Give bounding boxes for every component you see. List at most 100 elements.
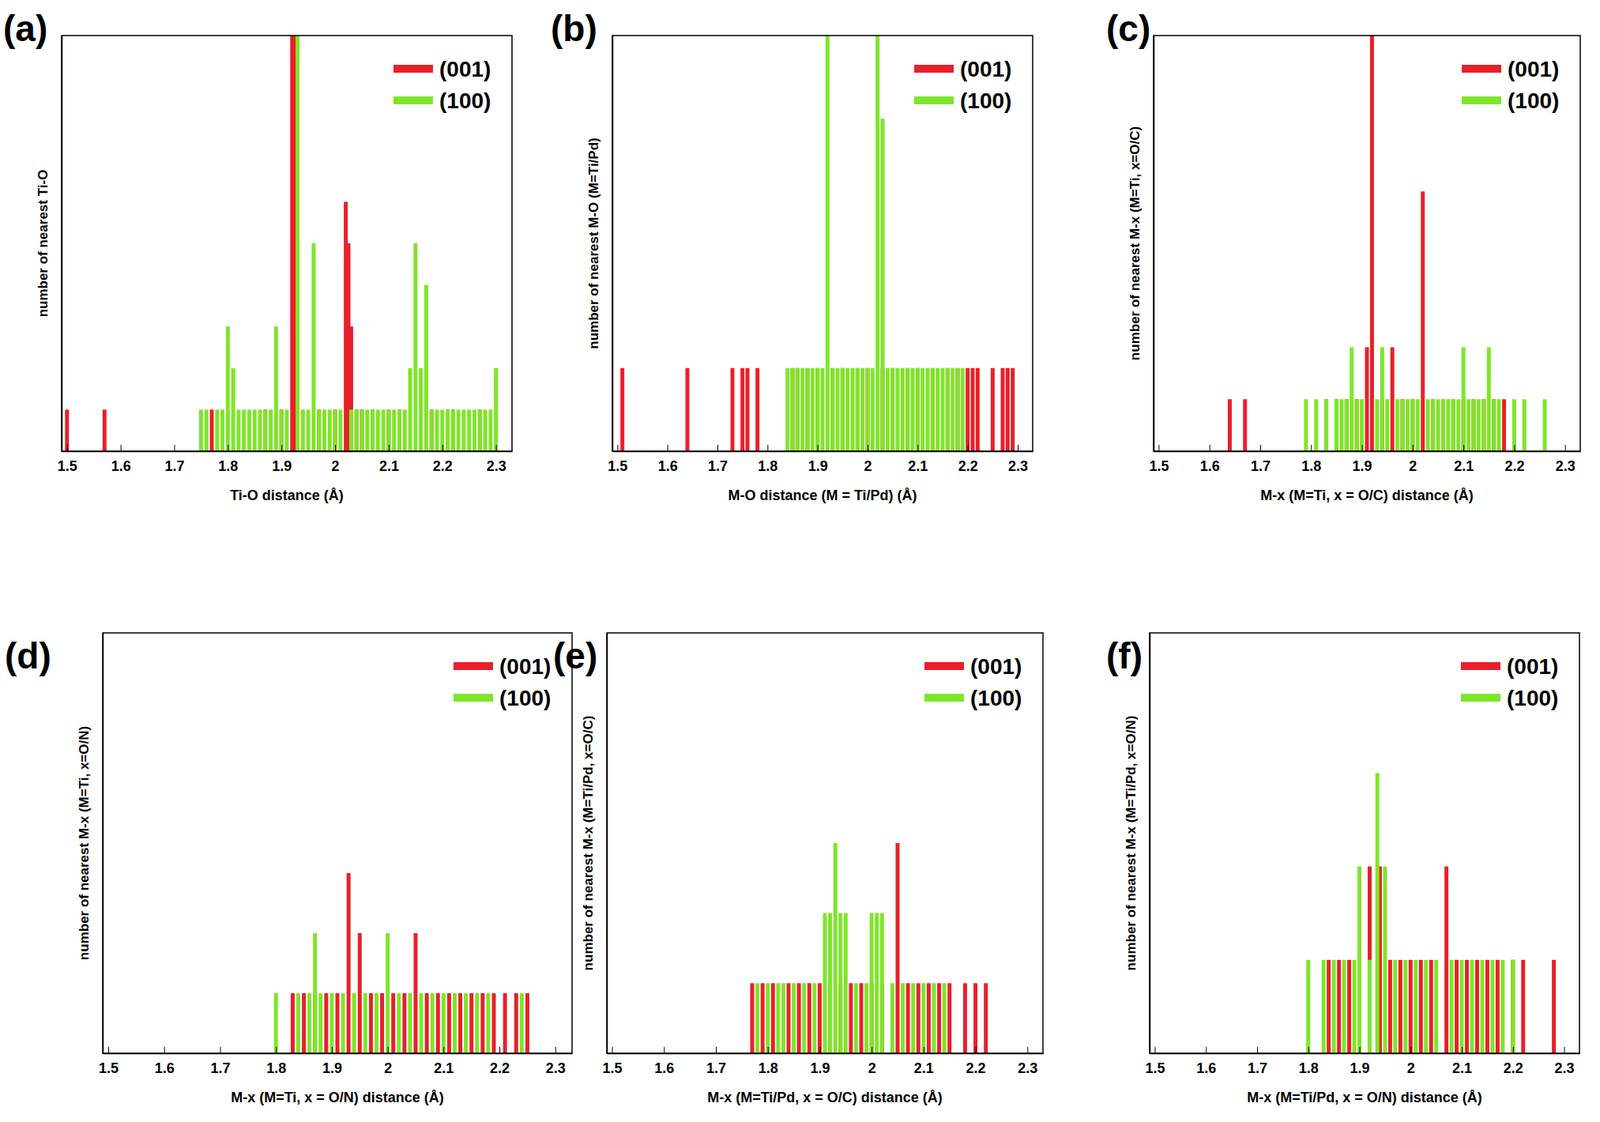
bar xyxy=(352,993,357,1054)
legend-swatch xyxy=(1460,693,1501,702)
bar xyxy=(474,993,479,1054)
bar xyxy=(1464,960,1469,1054)
bar xyxy=(810,368,815,452)
x-tick-label: 1.9 xyxy=(271,458,292,475)
x-tick: 1.6 xyxy=(654,1046,674,1077)
x-tick: 2.2 xyxy=(966,1046,987,1077)
x-tick-mark xyxy=(1359,1046,1361,1054)
bar xyxy=(1481,399,1486,452)
panel: 1.51.61.71.81.922.12.22.3M-x (M=Ti, x = … xyxy=(4,632,573,1106)
x-tick: 1.8 xyxy=(758,1046,779,1077)
legend-label: (100) xyxy=(970,685,1022,711)
bar xyxy=(1005,368,1010,452)
y-axis xyxy=(102,633,104,1055)
bar xyxy=(1344,399,1349,452)
bar xyxy=(210,409,215,452)
bar xyxy=(860,368,865,452)
bar xyxy=(295,35,300,452)
bar xyxy=(1342,960,1347,1054)
bar xyxy=(252,409,257,452)
x-tick-mark xyxy=(667,444,669,452)
plot-frame xyxy=(1153,35,1581,452)
bar xyxy=(1476,399,1481,452)
x-tick-label: 2.3 xyxy=(545,1060,566,1077)
bar xyxy=(685,368,690,452)
x-tick-mark xyxy=(871,1046,873,1054)
y-axis-title: number of nearest M-x (M=Ti, x=O/N) xyxy=(76,726,92,960)
bar xyxy=(311,243,316,452)
x-tick-mark xyxy=(388,444,390,452)
bar xyxy=(1001,368,1006,452)
series xyxy=(750,843,989,1054)
legend-swatch xyxy=(914,64,954,73)
bar xyxy=(492,993,497,1054)
bar xyxy=(391,993,396,1054)
x-tick-label: 2 xyxy=(868,1060,877,1077)
panel: 1.51.61.71.81.922.12.22.3M-O distance (M… xyxy=(550,7,1034,504)
bar xyxy=(1400,399,1405,452)
legend-label: (001) xyxy=(960,56,1012,82)
x-tick: 1.5 xyxy=(1148,444,1169,475)
bar xyxy=(307,993,312,1054)
x-tick-label: 1.6 xyxy=(111,458,132,475)
bar xyxy=(973,982,978,1054)
bar xyxy=(381,409,386,452)
x-tick-label: 2.2 xyxy=(432,458,453,475)
x-tick: 2 xyxy=(384,1046,392,1077)
bar xyxy=(363,993,368,1054)
bar xyxy=(429,409,434,452)
x-tick-label: 1.9 xyxy=(1352,458,1373,475)
bar xyxy=(1520,960,1525,1054)
bar xyxy=(1434,960,1439,1054)
plot-marks xyxy=(64,35,498,452)
bar xyxy=(263,409,268,452)
bar xyxy=(930,368,935,452)
bar xyxy=(830,368,835,452)
bar xyxy=(926,368,930,452)
bar xyxy=(1349,347,1354,452)
bar xyxy=(1487,347,1491,452)
x-tick-mark xyxy=(1308,1046,1310,1054)
bar xyxy=(1408,960,1413,1054)
bar xyxy=(843,913,848,1054)
x-tick: 1.8 xyxy=(1301,444,1322,475)
x-tick-mark xyxy=(917,444,919,452)
bar xyxy=(921,982,926,1054)
x-tick-mark xyxy=(331,1046,333,1054)
x-tick-label: 1.9 xyxy=(808,458,829,475)
bar xyxy=(285,409,290,452)
x-tick: 1.9 xyxy=(271,444,292,475)
x-tick: 2.1 xyxy=(914,1046,934,1077)
bar xyxy=(338,409,343,452)
bar xyxy=(316,409,321,452)
legend-swatch xyxy=(914,96,954,105)
bar xyxy=(290,993,295,1054)
x-axis-line xyxy=(607,1053,1044,1055)
bar xyxy=(875,35,880,452)
x-tick: 2.3 xyxy=(1554,1046,1575,1077)
bar xyxy=(263,409,268,452)
x-axis-title: M-O distance (M = Ti/Pd) (Å) xyxy=(727,487,917,504)
bar xyxy=(391,409,396,452)
bar xyxy=(1332,960,1337,1054)
panel: 1.51.61.71.81.922.12.22.3M-x (M=Ti, x = … xyxy=(1106,7,1582,504)
x-tick: 2 xyxy=(331,444,340,475)
x-tick-label: 2.2 xyxy=(966,1060,987,1077)
bar xyxy=(349,326,354,452)
bar xyxy=(360,409,365,452)
bar xyxy=(956,368,960,452)
bar xyxy=(396,993,401,1054)
panel-label: (f) xyxy=(1106,635,1143,677)
x-tick-mark xyxy=(1513,444,1515,452)
x-tick-mark xyxy=(767,444,768,452)
x-tick-label: 2.1 xyxy=(1452,1060,1472,1077)
x-tick-mark xyxy=(1310,444,1312,452)
bar xyxy=(865,368,870,452)
x-tick-mark xyxy=(867,444,869,452)
y-axis-title: number of nearest M-x (M=Ti/Pd, x=O/N) xyxy=(1123,715,1139,972)
x-axis: 1.51.61.71.81.922.12.22.3 xyxy=(602,1046,1044,1077)
x-tick-label: 2.2 xyxy=(489,1060,510,1077)
bar xyxy=(466,409,471,452)
series xyxy=(274,933,524,1054)
x-tick-mark xyxy=(967,444,969,452)
